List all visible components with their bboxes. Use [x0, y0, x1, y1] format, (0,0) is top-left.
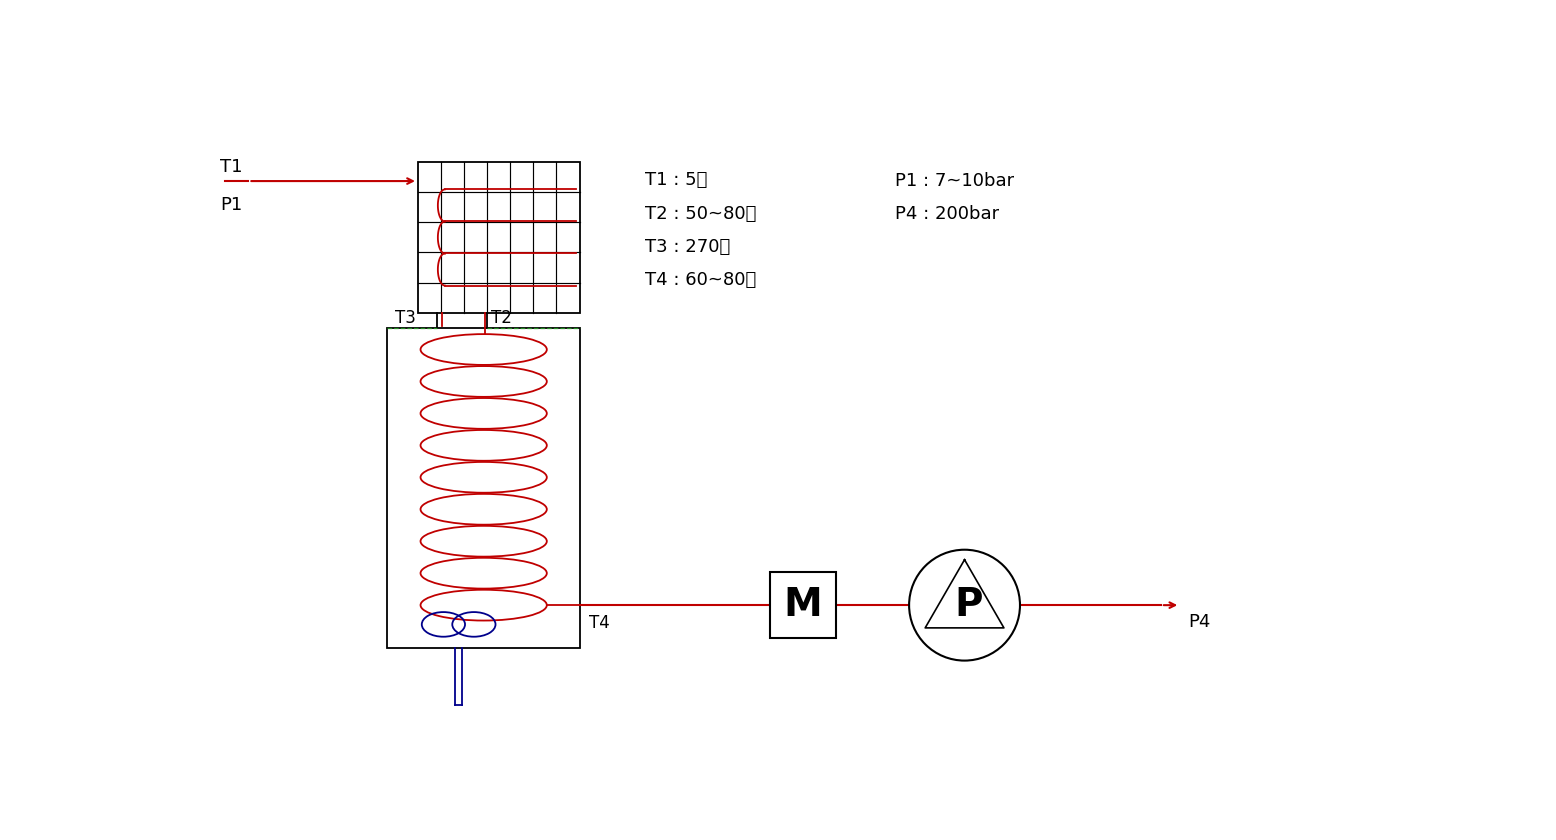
- Text: P1 : 7~10bar: P1 : 7~10bar: [895, 171, 1015, 190]
- Text: T3 : 270도: T3 : 270도: [646, 238, 730, 255]
- Bar: [387, 328, 579, 648]
- Circle shape: [909, 549, 1021, 660]
- Text: T4: T4: [588, 614, 610, 633]
- Text: P4 : 200bar: P4 : 200bar: [895, 205, 999, 223]
- Text: T3: T3: [395, 309, 415, 328]
- Text: T2 : 50~80도: T2 : 50~80도: [646, 205, 756, 223]
- Text: P: P: [954, 586, 983, 624]
- Text: T2: T2: [492, 309, 512, 328]
- Text: P1: P1: [219, 197, 243, 214]
- Text: T1 : 5도: T1 : 5도: [646, 171, 708, 190]
- Text: M: M: [784, 586, 822, 624]
- Text: T4 : 60~80도: T4 : 60~80도: [646, 270, 756, 289]
- Text: T1: T1: [219, 158, 243, 176]
- Bar: [770, 572, 836, 638]
- Bar: [419, 162, 579, 312]
- Text: P4: P4: [1187, 612, 1211, 631]
